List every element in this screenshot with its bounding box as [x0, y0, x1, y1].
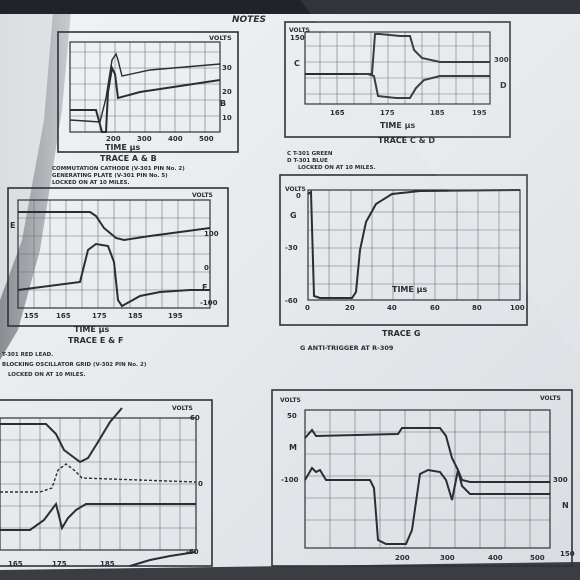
- panel-trace-g: VOLTS G 0 -30 -60 0 20 40 60 80 100 TIME…: [279, 174, 528, 352]
- units-label: VOLTS: [192, 192, 213, 199]
- x-tick: 400: [168, 135, 183, 143]
- light-glare: [300, 0, 580, 360]
- legend-line: LOCKED ON AT 10 MILES.: [298, 165, 376, 171]
- x-tick: 165: [330, 109, 345, 117]
- x-tick: 175: [92, 312, 107, 320]
- y-tick: -60: [186, 548, 199, 556]
- y-tick: -100: [281, 476, 299, 484]
- panel-trace-cd: VOLTS 150 C 300 D 165 175 185 195 TIME µ…: [284, 21, 511, 171]
- y-tick: 100: [204, 230, 219, 238]
- y-tick: 0: [296, 192, 301, 200]
- x-tick: 500: [199, 135, 214, 143]
- axis-label: TIME µs: [380, 121, 416, 130]
- x-tick: 40: [387, 304, 397, 312]
- y-tick: 50: [287, 412, 297, 420]
- axis-label: TIME µs: [74, 325, 110, 334]
- series-letter: N: [562, 501, 569, 510]
- axis-label: TIME µs: [105, 143, 141, 152]
- x-tick: 500: [530, 554, 545, 562]
- trace-title: TRACE E & F: [68, 336, 123, 345]
- series-letter: D: [500, 81, 507, 90]
- units-label: VOLTS: [280, 397, 301, 404]
- x-tick: 200: [395, 554, 410, 562]
- note-line: COMMUTATION CATHODE (V-301 PIN No. 2): [52, 166, 185, 172]
- series-letter: F: [202, 283, 207, 292]
- units-label: VOLTS: [285, 186, 306, 193]
- y-tick: 150: [560, 550, 575, 558]
- x-tick: 185: [100, 560, 115, 568]
- y-tick: 0: [204, 264, 209, 272]
- panel-trace-mn: VOLTS VOLTS 50 M -100 300 N 150 200 300 …: [271, 389, 575, 567]
- y-tick: -100: [200, 299, 218, 307]
- series-letter: C: [294, 59, 300, 68]
- x-tick: 200: [106, 135, 121, 143]
- x-tick: 300: [137, 135, 152, 143]
- y-tick: 300: [553, 476, 568, 484]
- note-line: BLOCKING OSCILLATOR GRID (V-302 PIN No. …: [2, 362, 147, 368]
- x-tick: 165: [56, 312, 71, 320]
- x-tick: 185: [430, 109, 445, 117]
- x-tick: 175: [52, 560, 67, 568]
- legend-line: G ANTI-TRIGGER AT R-309: [300, 344, 394, 352]
- note-line: T-301 RED LEAD.: [2, 352, 53, 358]
- y-tick: -60: [285, 297, 298, 305]
- panel-bottom-left: VOLTS 60 0 -60 165 175 185: [0, 399, 213, 568]
- x-tick: 195: [472, 109, 487, 117]
- axis-label: TIME µs: [392, 285, 428, 294]
- x-tick: 80: [472, 304, 482, 312]
- trace-title: TRACE G: [382, 329, 421, 338]
- y-tick: 10: [222, 114, 232, 122]
- note-line: LOCKED ON AT 10 MILES.: [52, 180, 130, 186]
- x-tick: 175: [380, 109, 395, 117]
- panel-trace-ef: VOLTS E 100 0 F -100 155 165 175 185 195…: [2, 187, 229, 378]
- note-line: GENERATING PLATE (V-301 PIN No. 5): [52, 173, 168, 179]
- y-tick: -30: [285, 244, 298, 252]
- y-tick: 30: [222, 64, 232, 72]
- legend-line: C T-301 GREEN: [287, 151, 333, 157]
- y-tick: 60: [190, 414, 200, 422]
- legend-line: D T-301 BLUE: [287, 158, 328, 164]
- x-tick: 400: [488, 554, 503, 562]
- units-label: VOLTS: [540, 395, 561, 402]
- units-label: VOLTS: [289, 27, 310, 34]
- series-letter: M: [289, 443, 297, 452]
- top-edge-shadow: [0, 0, 580, 14]
- x-tick: 165: [8, 560, 23, 568]
- x-tick: 195: [168, 312, 183, 320]
- y-tick: 300: [494, 56, 509, 64]
- units-label: VOLTS: [172, 405, 193, 412]
- x-tick: 155: [24, 312, 39, 320]
- series-letter: E: [10, 221, 15, 230]
- trace-title: TRACE C & D: [378, 136, 435, 145]
- x-tick: 20: [345, 304, 355, 312]
- units-label: VOLTS: [209, 34, 232, 42]
- x-tick: 100: [510, 304, 525, 312]
- panel-trace-ab: VOLTS 30 20 B 10 200 300 400 500 TIME µs…: [52, 31, 239, 186]
- y-tick: 20: [222, 88, 232, 96]
- y-tick: 0: [198, 480, 203, 488]
- x-tick: 60: [430, 304, 440, 312]
- series-letter: G: [290, 211, 297, 220]
- x-tick: 0: [305, 304, 310, 312]
- x-tick: 185: [128, 312, 143, 320]
- series-letter: B: [220, 99, 226, 108]
- x-tick: 300: [440, 554, 455, 562]
- y-tick: 150: [290, 34, 305, 42]
- note-line: LOCKED ON AT 10 MILES.: [8, 372, 86, 378]
- header-fragment: NOTES: [232, 15, 266, 25]
- trace-title: TRACE A & B: [100, 154, 157, 163]
